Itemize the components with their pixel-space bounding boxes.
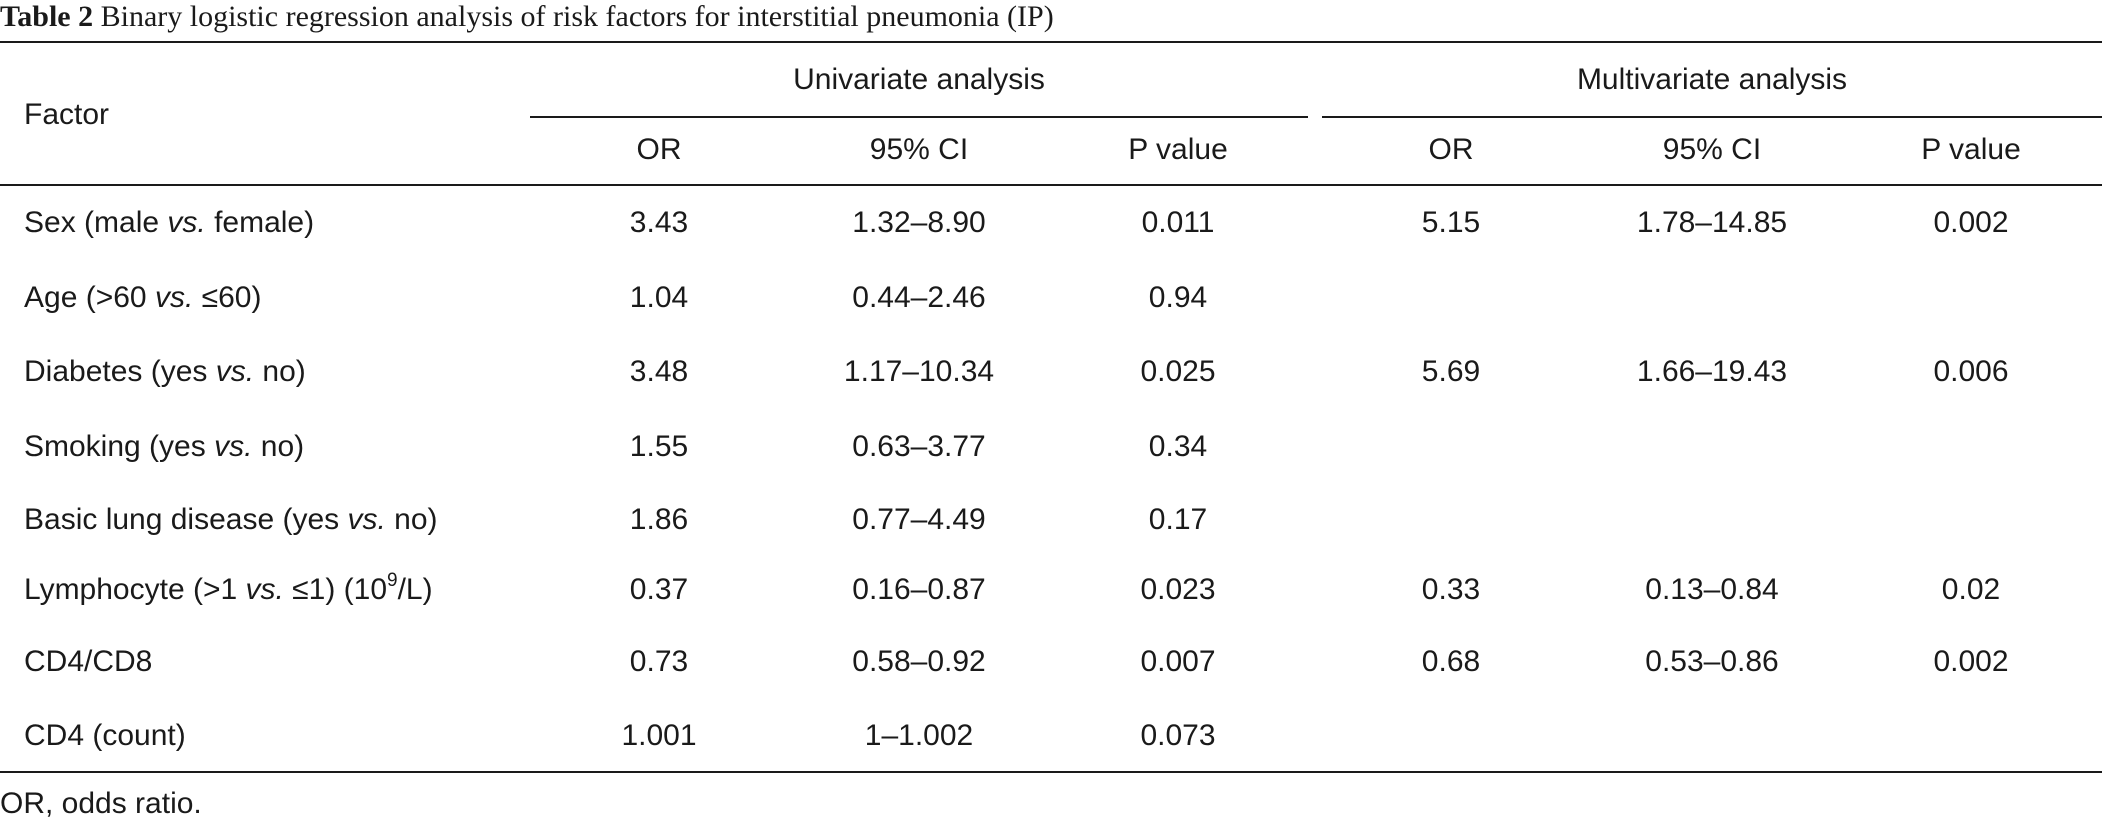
univariate-or-cell: 3.43 — [629, 206, 689, 239]
multivariate-or-cell: 0.33 — [1421, 573, 1481, 606]
univariate-ci-cell: 0.63–3.77 — [852, 430, 986, 463]
factor-cell: CD4 (count) — [24, 719, 186, 752]
univariate-ci-cell: 0.16–0.87 — [852, 573, 986, 606]
multivariate-or-header: OR — [1428, 133, 1474, 166]
univariate-ci-cell: 0.44–2.46 — [852, 281, 986, 314]
multivariate-p-cell: 0.006 — [1933, 355, 2009, 388]
factor-cell: Smoking (yes vs. no) — [24, 430, 305, 463]
univariate-or-cell: 1.86 — [629, 503, 689, 536]
table-caption: Table 2 Binary logistic regression analy… — [0, 0, 1054, 38]
multivariate-ci-cell: 0.53–0.86 — [1645, 645, 1779, 678]
bottom-rule — [0, 771, 2102, 773]
multivariate-or-cell: 5.15 — [1421, 206, 1481, 239]
table-footnote: OR, odds ratio. — [0, 787, 202, 820]
multivariate-p-cell: 0.002 — [1933, 645, 2009, 678]
univariate-or-cell: 3.48 — [629, 355, 689, 388]
univariate-p-cell: 0.34 — [1148, 430, 1208, 463]
univariate-p-cell: 0.007 — [1140, 645, 1216, 678]
univariate-or-cell: 1.55 — [629, 430, 689, 463]
univariate-or-cell: 1.04 — [629, 281, 689, 314]
factor-cell: Basic lung disease (yes vs. no) — [24, 503, 438, 536]
univariate-header: Univariate analysis — [793, 63, 1045, 96]
univariate-or-cell: 0.73 — [629, 645, 689, 678]
multivariate-ci-cell: 1.66–19.43 — [1636, 355, 1788, 388]
univariate-or-cell: 0.37 — [629, 573, 689, 606]
univariate-ci-cell: 0.77–4.49 — [852, 503, 986, 536]
multivariate-or-cell: 0.68 — [1421, 645, 1481, 678]
univariate-p-header: P value — [1128, 133, 1228, 166]
univariate-ci-cell: 1.17–10.34 — [843, 355, 995, 388]
univariate-p-cell: 0.94 — [1148, 281, 1208, 314]
univariate-p-cell: 0.011 — [1141, 206, 1215, 239]
univariate-p-cell: 0.17 — [1148, 503, 1208, 536]
factor-cell: Age (>60 vs. ≤60) — [24, 281, 262, 314]
multivariate-or-cell: 5.69 — [1421, 355, 1481, 388]
multivariate-ci-header: 95% CI — [1662, 133, 1762, 166]
factor-cell: Diabetes (yes vs. no) — [24, 355, 306, 388]
multivariate-ci-cell: 1.78–14.85 — [1636, 206, 1788, 239]
multivariate-ci-cell: 0.13–0.84 — [1645, 573, 1779, 606]
univariate-or-header: OR — [636, 133, 682, 166]
univariate-ci-cell: 1.32–8.90 — [852, 206, 986, 239]
multivariate-subrule — [1322, 116, 2102, 118]
header-rule — [0, 184, 2102, 186]
multivariate-p-header: P value — [1921, 133, 2021, 166]
table-caption-text: Binary logistic regression analysis of r… — [100, 0, 1054, 33]
univariate-or-cell: 1.001 — [621, 719, 697, 752]
factor-cell: Lymphocyte (>1 vs. ≤1) (109/L) — [24, 570, 433, 606]
univariate-ci-header: 95% CI — [869, 133, 969, 166]
factor-header: Factor — [24, 98, 110, 131]
univariate-ci-cell: 0.58–0.92 — [852, 645, 986, 678]
univariate-p-cell: 0.025 — [1140, 355, 1216, 388]
top-rule — [0, 41, 2102, 43]
multivariate-p-cell: 0.002 — [1933, 206, 2009, 239]
factor-cell: Sex (male vs. female) — [24, 206, 315, 239]
univariate-ci-cell: 1–1.002 — [864, 719, 974, 752]
factor-cell: CD4/CD8 — [24, 645, 153, 678]
multivariate-header: Multivariate analysis — [1576, 63, 1848, 96]
univariate-p-cell: 0.023 — [1140, 573, 1216, 606]
univariate-subrule — [530, 116, 1308, 118]
univariate-p-cell: 0.073 — [1140, 719, 1216, 752]
multivariate-p-cell: 0.02 — [1941, 573, 2001, 606]
table-caption-label: Table 2 — [0, 0, 94, 33]
